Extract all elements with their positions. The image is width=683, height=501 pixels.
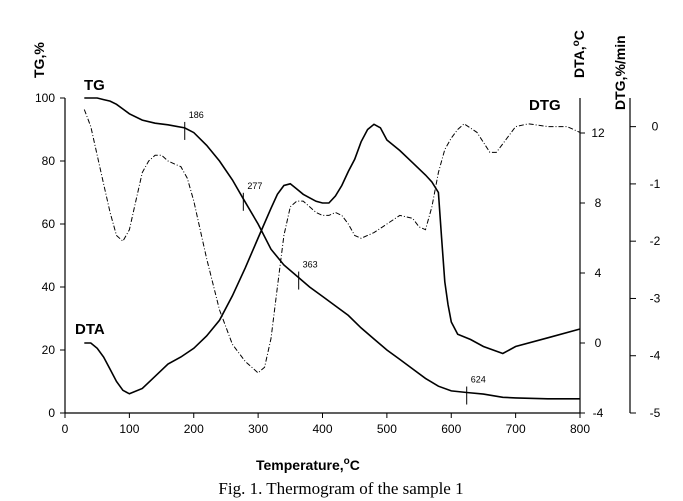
dta-tick-label: 12 — [591, 126, 605, 140]
x-tick-label: 100 — [119, 422, 139, 436]
dta-tick-label: 4 — [595, 266, 602, 280]
x-tick-label: 800 — [570, 422, 590, 436]
dta-axis-title-main: DTA, — [571, 46, 587, 78]
annotation-label: 277 — [247, 181, 262, 191]
dtg-tick-label: -2 — [650, 234, 661, 248]
x-axis-degree: o — [344, 456, 350, 467]
tg-tick-label: 20 — [42, 343, 56, 357]
dta-axis-degree: o — [571, 40, 582, 46]
temperature-annotations: 186 277 363 624 — [184, 110, 486, 405]
annotation-label: 363 — [303, 260, 318, 270]
dta-tick-label: -4 — [593, 406, 604, 420]
series-label-dta: DTA — [75, 321, 105, 338]
tg-tick-label: 40 — [42, 280, 56, 294]
dta-tick-label: 8 — [595, 196, 602, 210]
x-tick-label: 300 — [248, 422, 268, 436]
dtg-axis-title: DTG,%/min — [612, 35, 628, 110]
dta-axis-title-unit: C — [571, 30, 587, 40]
dtg-tick-label: -4 — [650, 349, 661, 363]
x-tick-label: 700 — [506, 422, 526, 436]
tg-tick-label: 60 — [42, 217, 56, 231]
dtg-tick-label: -5 — [650, 406, 661, 420]
dta-axis-title: DTA,oC — [571, 30, 587, 78]
x-axis-title-main: Temperature, — [256, 457, 344, 473]
tg-tick-label: 0 — [48, 406, 55, 420]
figure-caption: Fig. 1. Thermogram of the sample 1 — [218, 479, 463, 498]
x-tick-label: 500 — [377, 422, 397, 436]
series-dtg-line — [83, 109, 581, 374]
x-axis-ticks: 0 100 200 300 400 500 600 700 800 — [62, 413, 590, 436]
series-dta-line — [84, 123, 581, 395]
x-axis-title-unit: C — [350, 457, 360, 473]
dtg-tick-label: -3 — [650, 291, 661, 305]
annotation-label: 624 — [471, 375, 486, 385]
tg-axis-ticks: 0 20 40 60 80 100 — [35, 91, 65, 420]
dtg-tick-label: -1 — [650, 177, 661, 191]
series-label-dtg: DTG — [529, 97, 561, 114]
x-tick-label: 400 — [312, 422, 332, 436]
x-tick-label: 0 — [62, 422, 69, 436]
tg-tick-label: 100 — [35, 91, 55, 105]
dta-tick-label: 0 — [595, 336, 602, 350]
series-tg-line — [84, 97, 580, 400]
x-axis-title: Temperature,oC — [256, 456, 360, 473]
dta-axis-ticks: -4 0 4 8 12 — [580, 126, 605, 420]
annotation-label: 186 — [189, 110, 204, 120]
tg-axis-title: TG,% — [31, 42, 47, 78]
tg-tick-label: 80 — [42, 154, 56, 168]
dtg-axis-ticks: -5 -4 -3 -2 -1 0 — [630, 120, 661, 420]
dtg-tick-label: 0 — [652, 120, 659, 134]
x-tick-label: 600 — [441, 422, 461, 436]
series-label-tg: TG — [84, 77, 105, 94]
x-tick-label: 200 — [184, 422, 204, 436]
